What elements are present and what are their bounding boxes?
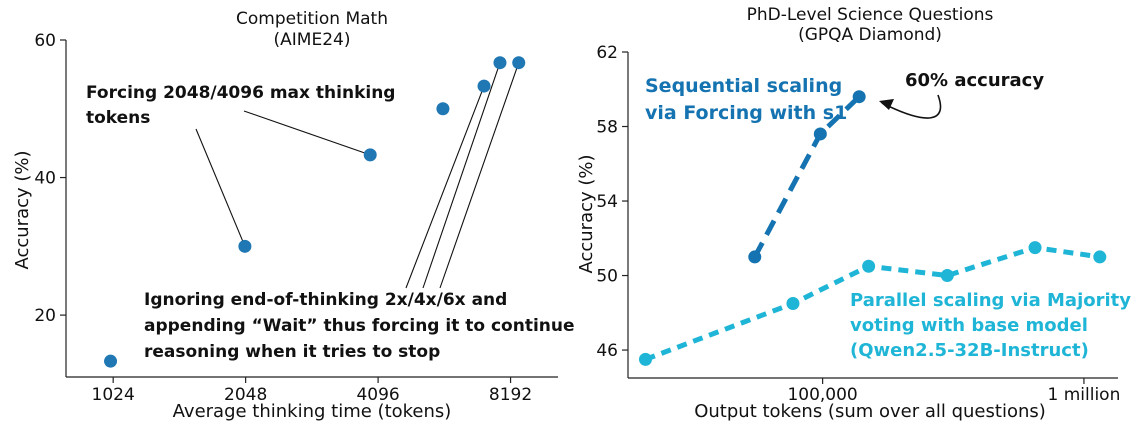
right-y-axis-label: Accuracy (%)	[576, 154, 597, 273]
ignoring-connector-line	[422, 62, 501, 289]
right-x-axis-label: Output tokens (sum over all questions)	[694, 401, 1046, 422]
parallel-series-label-line-1: Parallel scaling via Majority	[850, 290, 1131, 311]
right-y-ticks: 46 50 54 58 62	[596, 43, 628, 361]
sequential-series-label-line-1: Sequential scaling	[645, 75, 842, 97]
left-data-points	[104, 56, 526, 368]
right-y-tick-label: 58	[596, 118, 618, 138]
ignoring-annotation-line-2: appending “Wait” thus forcing it to cont…	[144, 316, 575, 336]
data-point	[786, 296, 800, 310]
data-point	[1093, 250, 1107, 264]
data-point	[104, 354, 118, 368]
right-y-tick-label: 46	[596, 341, 618, 361]
right-chart-subtitle: (GPQA Diamond)	[798, 25, 942, 45]
right-y-tick-label: 54	[596, 192, 618, 212]
forcing-connector-line	[195, 128, 246, 247]
right-y-tick-label: 62	[596, 43, 618, 63]
left-chart-subtitle: (AIME24)	[274, 30, 351, 50]
right-x-ticks: 100,000 1 million	[787, 378, 1120, 405]
right-x-tick-label: 100,000	[787, 385, 857, 405]
data-point	[1028, 241, 1042, 255]
parallel-series-label-line-2: voting with base model	[850, 315, 1088, 336]
parallel-series-label: Parallel scaling via Majority voting wit…	[850, 290, 1137, 361]
ignoring-annotation: Ignoring end-of-thinking 2x/4x/6x and ap…	[144, 290, 580, 362]
left-y-axis-label: Accuracy (%)	[12, 150, 33, 269]
forcing-annotation-line-2: tokens	[86, 108, 150, 128]
right-chart-title: PhD-Level Science Questions	[747, 5, 994, 25]
forcing-annotation: Forcing 2048/4096 max thinking tokens	[86, 83, 401, 128]
left-y-tick-label: 20	[34, 306, 56, 326]
data-point	[638, 352, 652, 366]
left-annotation-connectors	[195, 62, 520, 289]
competition-math-panel: Competition Math (AIME24) 20 40 60 1024 204…	[12, 9, 580, 422]
data-point	[512, 56, 526, 70]
left-x-ticks: 1024 2048 4096 8192	[92, 377, 532, 405]
parallel-scaling-line	[644, 245, 1101, 362]
parallel-series-label-line-3: (Qwen2.5-32B-Instruct)	[850, 340, 1089, 361]
data-point	[940, 269, 954, 283]
sequential-series-label-line-2: via Forcing with s1	[645, 102, 847, 124]
left-x-tick-label: 4096	[356, 385, 399, 405]
left-y-tick-label: 60	[34, 31, 56, 51]
ignoring-annotation-line-3: reasoning when it tries to stop	[144, 342, 440, 362]
left-x-axis-label: Average thinking time (tokens)	[173, 401, 452, 422]
gpqa-diamond-panel: PhD-Level Science Questions (GPQA Diamon…	[576, 5, 1137, 422]
right-y-tick-label: 50	[596, 267, 618, 287]
sequential-series-label: Sequential scaling via Forcing with s1	[645, 75, 849, 124]
left-y-tick-label: 40	[34, 169, 56, 189]
data-point	[748, 250, 762, 264]
left-x-tick-label: 2048	[224, 385, 267, 405]
accuracy-callout-arrow	[881, 94, 942, 119]
data-point	[862, 259, 876, 273]
forcing-annotation-line-1: Forcing 2048/4096 max thinking	[86, 83, 395, 103]
ignoring-connector-line	[405, 85, 485, 289]
accuracy-callout-label: 60% accuracy	[905, 70, 1044, 91]
data-point	[852, 90, 866, 104]
ignoring-connector-line	[439, 62, 520, 289]
right-x-tick-label: 1 million	[1048, 385, 1121, 405]
data-point	[813, 127, 827, 141]
left-x-tick-label: 1024	[92, 385, 135, 405]
data-point	[363, 148, 377, 162]
accuracy-callout-arrowhead	[879, 99, 894, 110]
data-point	[477, 79, 491, 93]
left-chart-title: Competition Math	[236, 9, 388, 29]
right-series	[638, 90, 1107, 366]
data-point	[436, 102, 450, 116]
left-x-tick-label: 8192	[489, 385, 532, 405]
data-point	[493, 56, 507, 70]
forcing-connector-line	[243, 110, 371, 156]
left-y-ticks: 20 40 60	[34, 31, 66, 326]
ignoring-annotation-line-1: Ignoring end-of-thinking 2x/4x/6x and	[144, 290, 507, 310]
data-point	[238, 239, 252, 253]
